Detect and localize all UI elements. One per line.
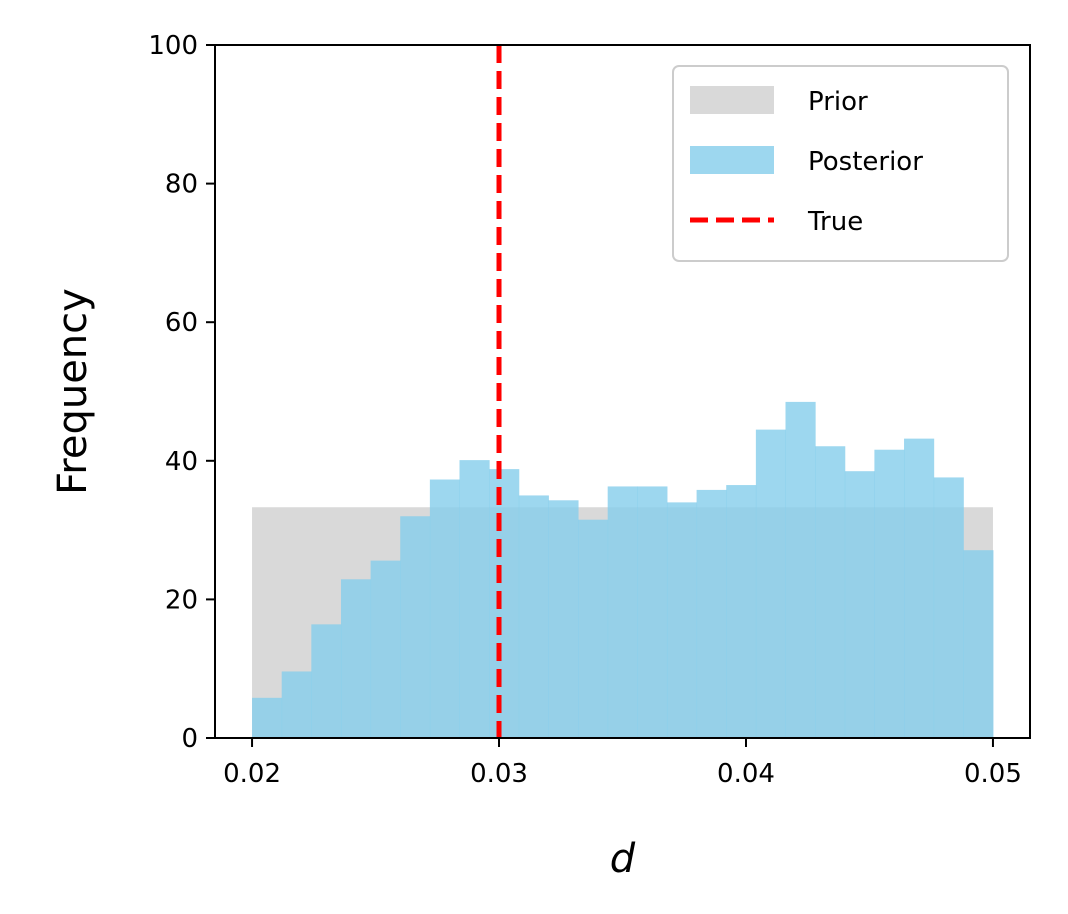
posterior-bar (607, 486, 638, 738)
x-tick-label: 0.05 (964, 759, 1022, 789)
legend-label: True (807, 207, 863, 237)
y-tick-label: 20 (165, 585, 198, 615)
posterior-bar (518, 495, 549, 738)
posterior-bar (904, 438, 935, 738)
posterior-bar (637, 486, 668, 738)
legend-frame (672, 65, 1009, 262)
x-axis-ticks: 0.02 0.03 0.04 0.05 (223, 738, 1022, 789)
posterior-bar (666, 502, 698, 738)
posterior-bar (429, 479, 460, 738)
posterior-bars (252, 401, 994, 738)
posterior-bar (815, 446, 846, 738)
posterior-bar (874, 449, 905, 738)
posterior-bar (963, 550, 994, 738)
y-tick-label: 40 (165, 447, 198, 477)
axes-frame (214, 44, 1031, 739)
posterior-bar (252, 697, 283, 738)
y-tick-label: 60 (165, 308, 198, 338)
posterior-bar (548, 500, 579, 738)
y-tick-label: 80 (165, 170, 198, 200)
x-tick-label: 0.02 (223, 759, 281, 789)
posterior-bar (489, 469, 520, 738)
legend-swatch (690, 146, 774, 174)
posterior-bar (755, 429, 786, 738)
posterior-bar (459, 460, 490, 738)
y-axis-ticks: 0 20 40 60 80 100 (148, 31, 215, 754)
posterior-bar (340, 579, 372, 738)
posterior-bar (785, 401, 816, 738)
y-axis-label: Frequency (50, 288, 96, 495)
posterior-bar (696, 489, 727, 738)
legend-label: Posterior (808, 147, 923, 177)
posterior-bar (311, 624, 342, 738)
posterior-bar (400, 516, 431, 738)
posterior-bar (726, 485, 757, 738)
x-tick-label: 0.03 (470, 759, 528, 789)
legend-swatch (690, 86, 774, 114)
y-tick-label: 0 (181, 724, 198, 754)
y-tick-label: 100 (148, 31, 198, 61)
legend-label: Prior (808, 87, 868, 117)
x-axis-label: d (610, 836, 636, 882)
posterior-bar (281, 671, 312, 738)
legend: Prior Posterior True (672, 65, 1009, 262)
posterior-bar (933, 477, 964, 738)
posterior-bar (370, 560, 401, 738)
x-tick-label: 0.04 (717, 759, 775, 789)
posterior-bar (844, 471, 875, 738)
posterior-bar (578, 519, 609, 738)
